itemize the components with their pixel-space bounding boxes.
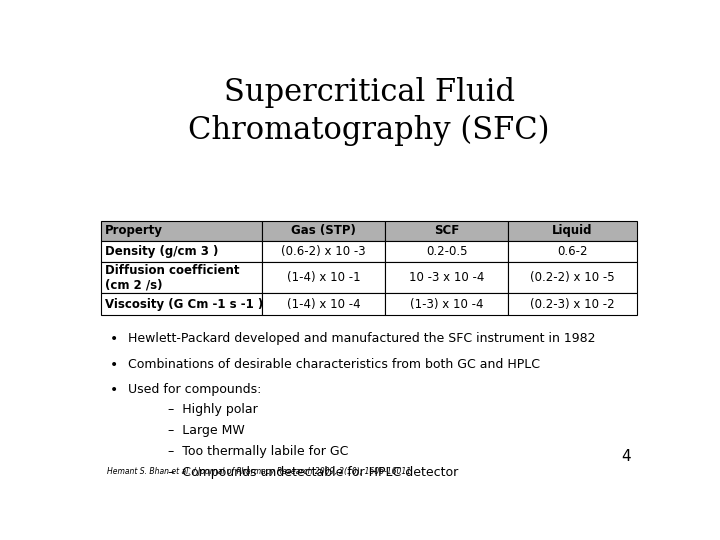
Text: Viscosity (G Cm -1 s -1 ): Viscosity (G Cm -1 s -1 ) (104, 298, 263, 311)
Bar (508, 294, 637, 315)
Text: Property: Property (104, 224, 163, 237)
Text: •: • (109, 357, 118, 372)
Bar (101, 294, 262, 315)
Bar (101, 262, 262, 294)
Text: Supercritical Fluid
Chromatography (SFC): Supercritical Fluid Chromatography (SFC) (188, 77, 550, 146)
Text: SCF: SCF (434, 224, 459, 237)
Bar (385, 221, 508, 241)
Text: (0.6-2) x 10 -3: (0.6-2) x 10 -3 (281, 245, 366, 258)
Text: (1-3) x 10 -4: (1-3) x 10 -4 (410, 298, 483, 311)
Text: (0.2-2) x 10 -5: (0.2-2) x 10 -5 (530, 272, 615, 285)
Text: Gas (STP): Gas (STP) (291, 224, 356, 237)
Bar (101, 241, 262, 262)
Text: –  Large MW: – Large MW (168, 424, 245, 437)
Bar (262, 241, 385, 262)
Text: •: • (109, 332, 118, 346)
Text: 0.2-0.5: 0.2-0.5 (426, 245, 467, 258)
Text: 10 -3 x 10 -4: 10 -3 x 10 -4 (409, 272, 485, 285)
Bar (262, 221, 385, 241)
Text: Hemant S. Bhan et al. / Journal of Pharmacy Research 2009, 2(10), 1606-16011: Hemant S. Bhan et al. / Journal of Pharm… (107, 467, 411, 476)
Text: 0.6-2: 0.6-2 (557, 245, 588, 258)
Text: –  Highly polar: – Highly polar (168, 403, 258, 416)
Text: (1-4) x 10 -1: (1-4) x 10 -1 (287, 272, 360, 285)
Text: 4: 4 (621, 449, 631, 464)
Text: (1-4) x 10 -4: (1-4) x 10 -4 (287, 298, 360, 311)
Text: Used for compounds:: Used for compounds: (128, 383, 261, 396)
Bar (385, 262, 508, 294)
Text: •: • (109, 383, 118, 397)
Text: –  Too thermally labile for GC: – Too thermally labile for GC (168, 445, 348, 458)
Bar (101, 221, 262, 241)
Text: Liquid: Liquid (552, 224, 593, 237)
Text: –  Compounds undetectable for HPLC detector: – Compounds undetectable for HPLC detect… (168, 465, 459, 478)
Bar (385, 241, 508, 262)
Text: Diffusion coefficient
(cm 2 /s): Diffusion coefficient (cm 2 /s) (104, 264, 239, 292)
Bar (508, 262, 637, 294)
Text: Density (g/cm 3 ): Density (g/cm 3 ) (104, 245, 218, 258)
Bar (385, 294, 508, 315)
Text: (0.2-3) x 10 -2: (0.2-3) x 10 -2 (530, 298, 615, 311)
Bar (262, 294, 385, 315)
Bar (508, 241, 637, 262)
Bar (508, 221, 637, 241)
Text: Combinations of desirable characteristics from both GC and HPLC: Combinations of desirable characteristic… (128, 357, 540, 370)
Bar (262, 262, 385, 294)
Text: Hewlett-Packard developed and manufactured the SFC instrument in 1982: Hewlett-Packard developed and manufactur… (128, 332, 595, 345)
